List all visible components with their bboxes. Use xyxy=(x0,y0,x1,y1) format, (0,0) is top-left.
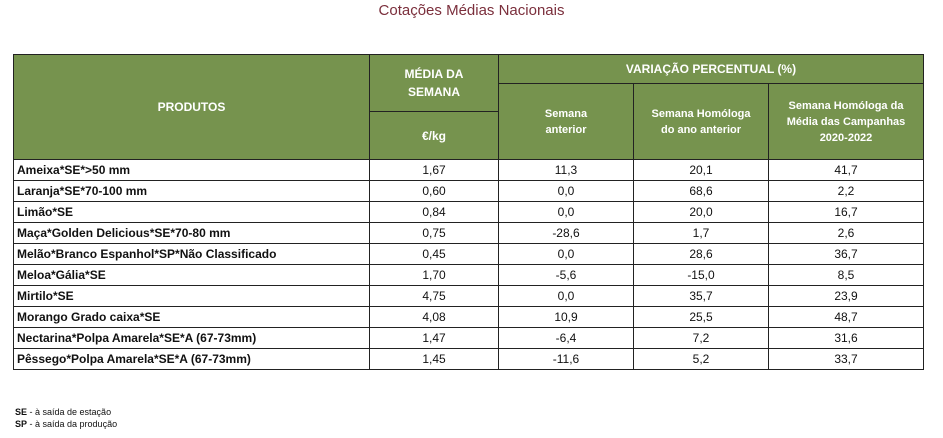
header-semana-homologa: Semana Homóloga do ano anterior xyxy=(633,83,769,160)
cell-semana-homologa: 20,0 xyxy=(633,201,769,223)
table-row: Nectarina*Polpa Amarela*SE*A (67-73mm) 1,… xyxy=(13,327,924,349)
header-campanhas-line2: Média das Campanhas xyxy=(786,115,906,128)
cell-semana-homologa: 25,5 xyxy=(633,306,769,328)
cell-semana-homologa: 7,2 xyxy=(633,327,769,349)
cell-semana-anterior: -5,6 xyxy=(498,264,634,286)
table-row: Melão*Branco Espanhol*SP*Não Classificad… xyxy=(13,243,924,265)
cell-semana-anterior: -6,4 xyxy=(498,327,634,349)
header-media-semana: MÉDIA DA SEMANA xyxy=(369,54,499,112)
table-row: Limão*SE 0,84 0,0 20,0 16,7 xyxy=(13,201,924,223)
cell-media: 0,45 xyxy=(369,243,499,265)
footnotes: SE - à saída de estação SP - à saída da … xyxy=(15,406,117,430)
footnote-sp: SP - à saída da produção xyxy=(15,418,117,430)
header-semana-anterior: Semana anterior xyxy=(498,83,634,160)
cell-produto: Mirtilo*SE xyxy=(13,285,370,307)
header-produtos: PRODUTOS xyxy=(13,54,370,160)
cell-media: 1,47 xyxy=(369,327,499,349)
footnote-se: SE - à saída de estação xyxy=(15,406,117,418)
cell-semana-anterior: 10,9 xyxy=(498,306,634,328)
cell-media: 4,08 xyxy=(369,306,499,328)
header-homologa-campanhas: Semana Homóloga da Média das Campanhas 2… xyxy=(768,83,924,160)
table-row: Laranja*SE*70-100 mm 0,60 0,0 68,6 2,2 xyxy=(13,180,924,202)
cell-media: 0,75 xyxy=(369,222,499,244)
cell-semana-homologa: 68,6 xyxy=(633,180,769,202)
cell-semana-anterior: 11,3 xyxy=(498,159,634,181)
table-body: Ameixa*SE*>50 mm 1,67 11,3 20,1 41,7 Laranja*… xyxy=(13,159,924,370)
header-media-line2: SEMANA xyxy=(407,85,460,99)
cell-homologa-campanhas: 41,7 xyxy=(768,159,924,181)
cell-media: 1,45 xyxy=(369,348,499,370)
table-row: Meloa*Gália*SE 1,70 -5,6 -15,0 8,5 xyxy=(13,264,924,286)
cell-homologa-campanhas: 48,7 xyxy=(768,306,924,328)
cell-produto: Nectarina*Polpa Amarela*SE*A (67-73mm) xyxy=(13,327,370,349)
cell-semana-anterior: 0,0 xyxy=(498,201,634,223)
cell-homologa-campanhas: 23,9 xyxy=(768,285,924,307)
header-homologa-line2: do ano anterior xyxy=(660,123,742,136)
price-table: PRODUTOS MÉDIA DA SEMANA VARIAÇÃO PERCEN… xyxy=(13,54,924,370)
cell-produto: Pêssego*Polpa Amarela*SE*A (67-73mm) xyxy=(13,348,370,370)
cell-media: 4,75 xyxy=(369,285,499,307)
cell-semana-anterior: -11,6 xyxy=(498,348,634,370)
cell-homologa-campanhas: 16,7 xyxy=(768,201,924,223)
header-campanhas-line3: 2020-2022 xyxy=(819,131,873,144)
header-media-line1: MÉDIA DA xyxy=(404,67,464,81)
cell-produto: Maça*Golden Delicious*SE*70-80 mm xyxy=(13,222,370,244)
footnote-sp-text: - à saída da produção xyxy=(27,419,118,429)
table-row: Ameixa*SE*>50 mm 1,67 11,3 20,1 41,7 xyxy=(13,159,924,181)
cell-homologa-campanhas: 8,5 xyxy=(768,264,924,286)
header-campanhas-line1: Semana Homóloga da xyxy=(788,99,904,112)
cell-semana-homologa: 1,7 xyxy=(633,222,769,244)
table-row: Mirtilo*SE 4,75 0,0 35,7 23,9 xyxy=(13,285,924,307)
cell-semana-homologa: -15,0 xyxy=(633,264,769,286)
cell-produto: Morango Grado caixa*SE xyxy=(13,306,370,328)
table-row: Morango Grado caixa*SE 4,08 10,9 25,5 48,7 xyxy=(13,306,924,328)
cell-semana-anterior: -28,6 xyxy=(498,222,634,244)
cell-media: 1,67 xyxy=(369,159,499,181)
table-row: Maça*Golden Delicious*SE*70-80 mm 0,75 -28… xyxy=(13,222,924,244)
cell-semana-anterior: 0,0 xyxy=(498,180,634,202)
header-homologa-line1: Semana Homóloga xyxy=(651,107,751,120)
cell-media: 1,70 xyxy=(369,264,499,286)
cell-produto: Melão*Branco Espanhol*SP*Não Classificad… xyxy=(13,243,370,265)
header-unit: €/kg xyxy=(369,111,499,160)
cell-produto: Limão*SE xyxy=(13,201,370,223)
price-table-container: PRODUTOS MÉDIA DA SEMANA VARIAÇÃO PERCEN… xyxy=(13,54,924,370)
header-semana-line1: Semana xyxy=(544,107,588,120)
cell-semana-homologa: 28,6 xyxy=(633,243,769,265)
footnote-se-abbr: SE xyxy=(15,407,28,417)
cell-media: 0,84 xyxy=(369,201,499,223)
header-semana-line2: anterior xyxy=(545,123,587,136)
cell-semana-anterior: 0,0 xyxy=(498,243,634,265)
cell-homologa-campanhas: 31,6 xyxy=(768,327,924,349)
cell-produto: Meloa*Gália*SE xyxy=(13,264,370,286)
cell-media: 0,60 xyxy=(369,180,499,202)
cell-homologa-campanhas: 36,7 xyxy=(768,243,924,265)
cell-semana-homologa: 20,1 xyxy=(633,159,769,181)
header-variacao: VARIAÇÃO PERCENTUAL (%) xyxy=(498,54,924,84)
cell-semana-homologa: 5,2 xyxy=(633,348,769,370)
cell-produto: Ameixa*SE*>50 mm xyxy=(13,159,370,181)
page-title: Cotações Médias Nacionais xyxy=(378,2,565,19)
footnote-sp-abbr: SP xyxy=(15,419,28,429)
cell-produto: Laranja*SE*70-100 mm xyxy=(13,180,370,202)
table-row: Pêssego*Polpa Amarela*SE*A (67-73mm) 1,45… xyxy=(13,348,924,370)
cell-semana-homologa: 35,7 xyxy=(633,285,769,307)
cell-homologa-campanhas: 2,6 xyxy=(768,222,924,244)
footnote-se-text: - à saída de estação xyxy=(27,407,112,417)
cell-homologa-campanhas: 2,2 xyxy=(768,180,924,202)
cell-semana-anterior: 0,0 xyxy=(498,285,634,307)
cell-homologa-campanhas: 33,7 xyxy=(768,348,924,370)
